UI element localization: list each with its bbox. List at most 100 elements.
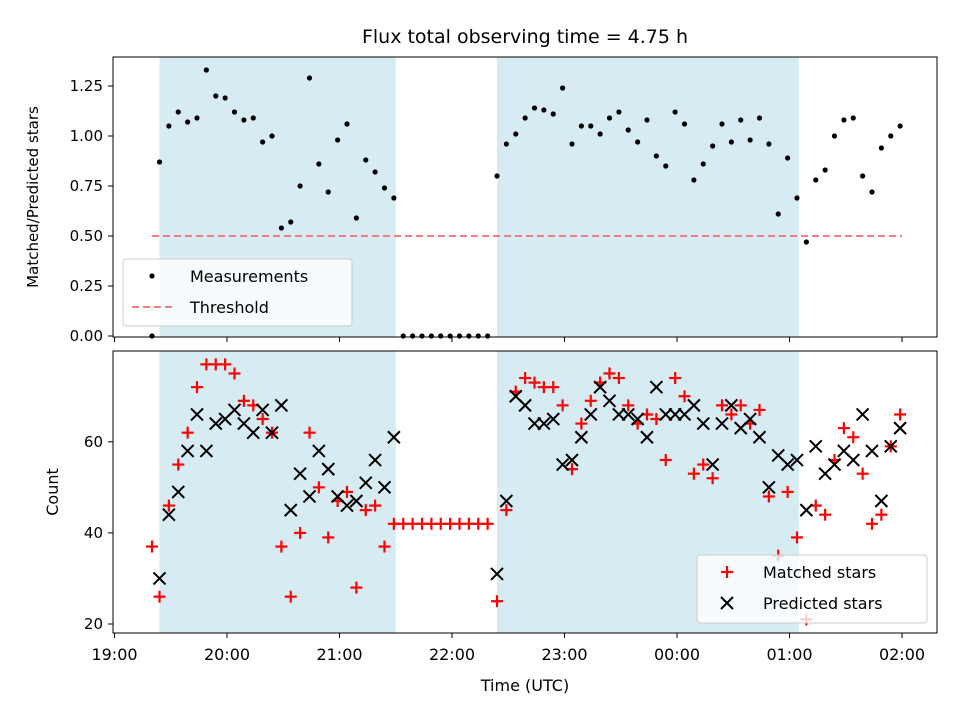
measurement-point — [616, 109, 622, 115]
measurement-point — [541, 107, 547, 113]
measurement-point — [710, 143, 716, 149]
measurement-point — [531, 105, 538, 111]
measurement-point — [250, 115, 256, 121]
measurement-point — [681, 121, 688, 127]
predicted-star-point — [199, 444, 214, 458]
matched-star-point — [228, 367, 241, 380]
measurement-point — [222, 95, 228, 101]
predicted-star-point — [171, 485, 185, 499]
measurement-point — [485, 333, 491, 339]
measurement-point — [653, 153, 659, 159]
predicted-star-point — [387, 430, 401, 444]
measurement-point — [269, 133, 275, 139]
legend-matched-label: Matched stars — [763, 563, 876, 582]
predicted-star-point — [855, 407, 870, 422]
matched-star-point — [181, 426, 194, 439]
matched-star-point — [219, 358, 232, 371]
matched-star-point — [322, 531, 335, 544]
predicted-star-point — [884, 439, 898, 454]
bottom-y-axis-label: Count — [43, 468, 62, 516]
measurement-point — [306, 75, 313, 81]
predicted-star-point — [518, 398, 532, 413]
measurement-point — [353, 215, 359, 221]
observing-window-shading — [159, 57, 799, 337]
matched-star-point — [856, 467, 869, 480]
matched-star-point — [875, 508, 888, 521]
measurement-point — [194, 115, 200, 121]
measurement-point — [635, 139, 641, 145]
y-tick-label: 1.00 — [70, 127, 103, 145]
measurement-point — [625, 127, 631, 133]
matched-star-point — [753, 403, 766, 416]
top-legend-box — [122, 258, 353, 327]
matched-star-point — [378, 540, 391, 553]
ratio-panel: 0.00 0.25 0.50 0.75 1.00 1.25 Flux total obse… — [24, 26, 938, 345]
matched-star-point — [350, 581, 363, 594]
matched-star-point — [369, 499, 382, 512]
legend-matched-marker — [721, 566, 733, 578]
matched-star-point — [500, 504, 513, 517]
measurement-point — [738, 117, 744, 123]
measurement-point — [841, 117, 847, 123]
matched-star-point — [162, 499, 175, 512]
x-tick-label: 01:00 — [766, 645, 812, 664]
measurement-point — [278, 225, 284, 231]
matched-star-point — [659, 454, 672, 467]
matched-star-point — [556, 399, 569, 412]
measurement-point — [794, 195, 800, 201]
measurement-point — [869, 189, 875, 195]
measurement-point — [775, 211, 781, 217]
measurement-point — [860, 173, 866, 179]
measurement-point — [588, 123, 594, 129]
predicted-star-point — [705, 457, 720, 472]
predicted-star-point — [190, 407, 204, 422]
matched-star-point — [819, 508, 832, 521]
bottom-x-ticks: 19:00 20:00 21:00 22:00 23:00 00:00 01:00 02:00 — [91, 633, 925, 664]
matched-star-point — [837, 422, 850, 435]
y-tick-label: 0.50 — [70, 227, 103, 245]
legend-measurements-label: Measurements — [190, 267, 308, 286]
matched-star-point — [172, 458, 185, 471]
y-tick-label: 40 — [84, 524, 103, 542]
bottom-legend: Matched stars Predicted stars — [696, 554, 928, 624]
predicted-star-point — [640, 430, 654, 444]
measurement-point — [149, 333, 155, 339]
measurement-point — [475, 333, 481, 339]
shaded-interval — [497, 57, 799, 337]
predicted-star-point — [649, 380, 664, 394]
bottom-legend-box — [696, 554, 928, 624]
measurement-point — [456, 333, 463, 339]
x-tick-label: 19:00 — [91, 645, 137, 664]
measurement-point — [316, 161, 322, 167]
x-tick-label: 02:00 — [879, 645, 925, 664]
matched-star-point — [706, 472, 719, 485]
predicted-star-point — [715, 416, 729, 431]
measurement-point — [606, 115, 613, 121]
measurement-point — [878, 145, 884, 151]
measurement-point — [175, 109, 181, 115]
matched-star-point — [575, 417, 588, 430]
measurement-point — [260, 139, 266, 145]
matched-star-point — [146, 540, 158, 553]
measurement-point — [494, 173, 500, 179]
measurement-point — [466, 333, 472, 339]
predicted-star-point — [893, 421, 907, 435]
y-tick-label: 1.25 — [70, 77, 103, 95]
matched-star-point — [519, 372, 532, 385]
predicted-star-point — [321, 462, 335, 476]
measurement-point — [419, 333, 425, 339]
predicted-star-point — [687, 398, 701, 413]
predicted-star-point — [490, 567, 504, 581]
measurement-point — [597, 131, 603, 137]
count-panel: 20 40 60 19:00 20:00 21:00 22:00 23:00 00:00 01:… — [43, 350, 938, 695]
measurement-point — [391, 195, 397, 201]
observing-window-shading-bottom — [159, 351, 799, 633]
y-tick-label: 20 — [84, 615, 103, 633]
measurement-point — [438, 333, 444, 339]
matched-star-point — [687, 467, 700, 480]
x-tick-label: 22:00 — [429, 645, 475, 664]
matched-star-point — [678, 390, 691, 403]
predicted-star-point — [602, 394, 617, 408]
measurement-point — [897, 123, 903, 129]
